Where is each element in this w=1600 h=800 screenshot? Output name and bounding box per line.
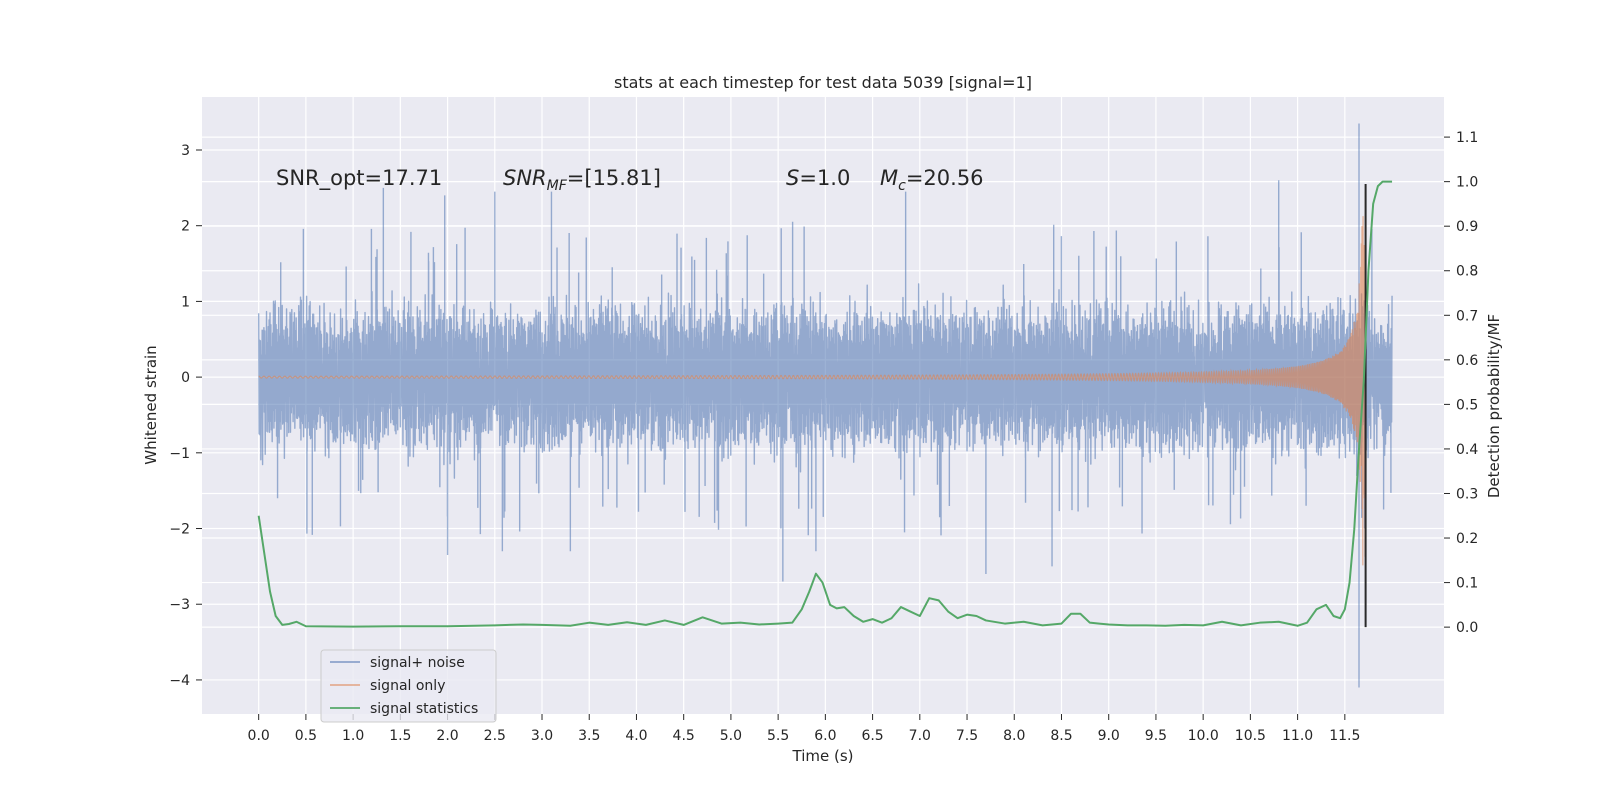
y-tick-label: 0 bbox=[181, 370, 190, 386]
x-tick-label: 5.5 bbox=[767, 728, 789, 744]
annotation-mc-name: M bbox=[880, 166, 898, 190]
y-tick-label: −1 bbox=[169, 446, 190, 462]
x-tick-label: 1.5 bbox=[389, 728, 411, 744]
y2-axis-label: Detection probability/MF bbox=[1485, 314, 1503, 498]
annotation-snr-mf-sub: MF bbox=[547, 178, 568, 194]
y2-tick-label: 0.3 bbox=[1456, 486, 1478, 502]
y2-tick-label: 0.8 bbox=[1456, 264, 1478, 280]
x-tick-label: 10.0 bbox=[1188, 728, 1219, 744]
y2-tick-label: 0.7 bbox=[1456, 308, 1478, 324]
x-tick-label: 5.0 bbox=[720, 728, 742, 744]
y2-axis-ticks: 1.1 1.0 0.9 0.8 0.7 0.6 0.5 0.4 0.3 0.2 0.1 0.0 bbox=[1444, 130, 1478, 636]
x-tick-label: 11.0 bbox=[1282, 728, 1313, 744]
y2-tick-label: 1.1 bbox=[1456, 130, 1478, 146]
y2-tick-label: 1.0 bbox=[1456, 175, 1478, 191]
legend: signal+ noise signal only signal statist… bbox=[320, 649, 497, 723]
y2-tick-label: 0.1 bbox=[1456, 576, 1478, 592]
x-tick-label: 6.0 bbox=[814, 728, 836, 744]
series-signal-statistics-line bbox=[257, 180, 1393, 628]
x-axis-ticks: 0.0 0.5 1.0 1.5 2.0 2.5 3.0 3.5 4.0 4.5 5.0 5.5 6.0 6… bbox=[248, 714, 1360, 744]
x-tick-label: 2.5 bbox=[484, 728, 506, 744]
annotation-mc-sub: c bbox=[898, 178, 906, 194]
y-tick-label: −2 bbox=[169, 522, 190, 538]
series-signal-noise-line bbox=[257, 123, 1393, 688]
plot-area bbox=[257, 123, 1393, 688]
legend-box bbox=[320, 649, 497, 723]
x-tick-label: 4.0 bbox=[625, 728, 647, 744]
y-axis-ticks: 3 2 1 0 −1 −2 −3 −4 bbox=[169, 143, 202, 689]
annotation-snr-mf-name: SNR bbox=[503, 166, 547, 190]
y2-tick-label: 0.0 bbox=[1456, 620, 1478, 636]
x-tick-label: 3.5 bbox=[578, 728, 600, 744]
annotation-snr-opt: SNR_opt=17.71 bbox=[276, 166, 442, 191]
x-tick-label: 7.0 bbox=[909, 728, 931, 744]
y-tick-label: 2 bbox=[181, 219, 190, 235]
y2-tick-label: 0.9 bbox=[1456, 219, 1478, 235]
x-tick-label: 8.0 bbox=[1003, 728, 1025, 744]
y-tick-label: −3 bbox=[169, 597, 190, 613]
annotation-s-name: S bbox=[786, 166, 799, 190]
x-tick-label: 0.5 bbox=[295, 728, 317, 744]
y2-tick-label: 0.5 bbox=[1456, 397, 1478, 413]
x-tick-label: 2.0 bbox=[436, 728, 458, 744]
annotation-snr-mf: SNRMF=[15.81] bbox=[503, 166, 661, 194]
x-tick-label: 6.5 bbox=[861, 728, 883, 744]
series-signal-only-line bbox=[258, 191, 1367, 566]
x-tick-label: 9.0 bbox=[1098, 728, 1120, 744]
y-tick-label: 3 bbox=[181, 143, 190, 159]
y-tick-label: −4 bbox=[169, 673, 190, 689]
legend-label-signal-only: signal only bbox=[370, 678, 445, 694]
legend-label-signal-noise: signal+ noise bbox=[370, 655, 465, 671]
chart-title: stats at each timestep for test data 503… bbox=[614, 73, 1032, 92]
series-layer bbox=[257, 123, 1393, 688]
annotation-snr-mf-value: =[15.81] bbox=[567, 166, 661, 190]
x-tick-label: 7.5 bbox=[956, 728, 978, 744]
x-tick-label: 3.0 bbox=[531, 728, 553, 744]
x-tick-label: 11.5 bbox=[1329, 728, 1360, 744]
y2-tick-label: 0.6 bbox=[1456, 353, 1478, 369]
y2-tick-label: 0.2 bbox=[1456, 531, 1478, 547]
x-tick-label: 0.0 bbox=[248, 728, 270, 744]
annotation-mc-value: =20.56 bbox=[906, 166, 984, 190]
x-tick-label: 4.5 bbox=[673, 728, 695, 744]
annotation-mc: Mc=20.56 bbox=[880, 166, 984, 194]
legend-label-signal-statistics: signal statistics bbox=[370, 701, 478, 717]
annotation-s: S=1.0 bbox=[786, 166, 850, 190]
x-tick-label: 8.5 bbox=[1050, 728, 1072, 744]
x-axis-label: Time (s) bbox=[792, 747, 854, 765]
x-tick-label: 1.0 bbox=[342, 728, 364, 744]
x-tick-label: 10.5 bbox=[1235, 728, 1266, 744]
x-tick-label: 9.5 bbox=[1145, 728, 1167, 744]
y-axis-label: Whitened strain bbox=[142, 345, 160, 464]
annotation-s-value: =1.0 bbox=[799, 166, 850, 190]
y2-tick-label: 0.4 bbox=[1456, 442, 1478, 458]
y-tick-label: 1 bbox=[181, 294, 190, 310]
